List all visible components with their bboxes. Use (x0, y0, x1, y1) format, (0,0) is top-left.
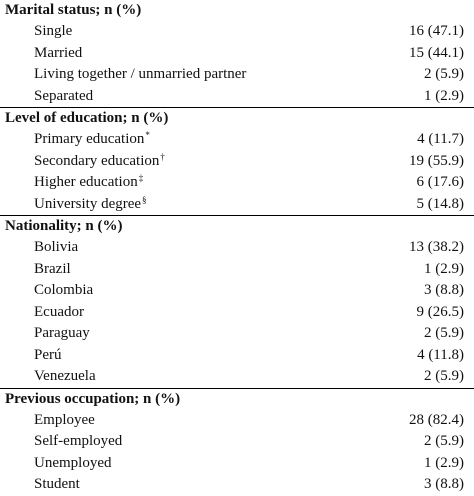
row-value: 5 (14.8) (416, 195, 465, 212)
row-value: 2 (5.9) (424, 368, 464, 384)
table-row: University degree§ 5 (14.8) (0, 194, 474, 216)
section-heading: Marital status; n (%) (5, 2, 142, 18)
table-row: Ecuador 9 (26.5) (0, 302, 474, 324)
table-row: Higher education‡ 6 (17.6) (0, 172, 474, 194)
row-label: Self-employed (34, 431, 122, 453)
table-section: Marital status; n (%) Single 16 (47.1) Marr… (0, 0, 474, 107)
table-row: Self-employed 2 (5.9) (0, 431, 474, 453)
table-row: Living together / unmarried partner 2 (5.… (0, 64, 474, 86)
table-row: Venezuela 2 (5.9) (0, 366, 474, 388)
row-label-text: Colombia (34, 282, 94, 298)
row-label-text: University degree (34, 195, 142, 212)
footnote-marker: † (160, 151, 165, 162)
row-value: 4 (11.8) (417, 346, 464, 363)
row-value: 4 (11.7) (417, 131, 464, 147)
row-label: Primary education* (34, 129, 150, 151)
row-label: Married (34, 43, 82, 65)
row-label: Perú (34, 345, 62, 367)
row-value: 2 (5.9) (424, 66, 464, 82)
row-value: 2 (5.9) (424, 325, 464, 341)
row-label: Unemployed (34, 453, 111, 475)
section-heading: Previous occupation; n (%) (5, 390, 181, 407)
row-value: 13 (38.2) (409, 239, 464, 255)
footnote-marker: * (145, 130, 150, 140)
row-label-text: Perú (34, 346, 62, 363)
row-value: 15 (44.1) (409, 44, 464, 61)
row-label-text: Self-employed (34, 433, 123, 449)
row-label: Higher education‡ (34, 172, 143, 194)
row-value: 1 (2.9) (424, 260, 464, 277)
row-label-text: Unemployed (34, 454, 112, 471)
row-label-text: Bolivia (34, 239, 79, 255)
footnote-marker: ‡ (138, 173, 144, 183)
section-heading: Nationality; n (%) (5, 218, 123, 234)
row-label: Venezuela (34, 366, 96, 388)
row-label-text: Student (34, 476, 80, 492)
table-row: Brazil 1 (2.9) (0, 259, 474, 281)
row-label-text: Employee (34, 411, 95, 428)
table-row: Bolivia 13 (38.2) (0, 237, 474, 259)
table-row: Perú 4 (11.8) (0, 345, 474, 367)
row-value: 2 (5.9) (424, 433, 464, 449)
table-row: Student 3 (8.8) (0, 474, 474, 496)
table-row: Colombia 3 (8.8) (0, 280, 474, 302)
table-section: Nationality; n (%) Bolivia 13 (38.2) Brazil… (0, 215, 474, 388)
row-label-text: Ecuador (34, 303, 84, 320)
row-value: 16 (47.1) (409, 23, 464, 39)
row-value: 3 (8.8) (424, 282, 464, 298)
row-value: 1 (2.9) (424, 454, 464, 471)
table-row: Secondary education† 19 (55.9) (0, 151, 474, 173)
table-row: Paraguay 2 (5.9) (0, 323, 474, 345)
row-label: Ecuador (34, 302, 84, 324)
footnote-marker: § (142, 194, 147, 205)
table-row: Primary education* 4 (11.7) (0, 129, 474, 151)
row-label: Brazil (34, 259, 71, 281)
table-row: Unemployed 1 (2.9) (0, 453, 474, 475)
row-value: 3 (8.8) (424, 476, 464, 492)
row-label: Paraguay (34, 323, 90, 345)
section-heading: Level of education; n (%) (5, 110, 169, 126)
row-label-text: Separated (34, 87, 94, 104)
row-label: Student (34, 474, 80, 496)
row-label-text: Brazil (34, 260, 71, 277)
row-label-text: Living together / unmarried partner (34, 66, 247, 82)
table-row: Single 16 (47.1) (0, 21, 474, 43)
table-section: Level of education; n (%) Primary educati… (0, 107, 474, 215)
row-label: Living together / unmarried partner (34, 64, 246, 86)
row-label: Employee (34, 410, 95, 432)
row-label: Separated (34, 86, 93, 108)
row-label-text: Secondary education (34, 152, 160, 169)
table-row: Employee 28 (82.4) (0, 410, 474, 432)
row-label-text: Higher education (34, 174, 138, 190)
row-label-text: Single (34, 23, 73, 39)
table-section: Previous occupation; n (%) Employee 28 (82… (0, 387, 474, 496)
row-value: 6 (17.6) (416, 174, 465, 190)
row-label: University degree§ (34, 194, 147, 216)
row-value: 19 (55.9) (409, 152, 464, 169)
row-value: 28 (82.4) (409, 411, 464, 428)
row-label: Single (34, 21, 72, 43)
row-label-text: Primary education (34, 131, 145, 147)
row-label: Colombia (34, 280, 93, 302)
row-label: Bolivia (34, 237, 78, 259)
row-label-text: Paraguay (34, 325, 90, 341)
row-label-text: Venezuela (34, 368, 96, 384)
row-value: 9 (26.5) (416, 303, 465, 320)
table-row: Separated 1 (2.9) (0, 86, 474, 108)
row-label-text: Married (34, 44, 83, 61)
row-value: 1 (2.9) (424, 87, 464, 104)
row-label: Secondary education† (34, 151, 165, 173)
table-row: Married 15 (44.1) (0, 43, 474, 65)
